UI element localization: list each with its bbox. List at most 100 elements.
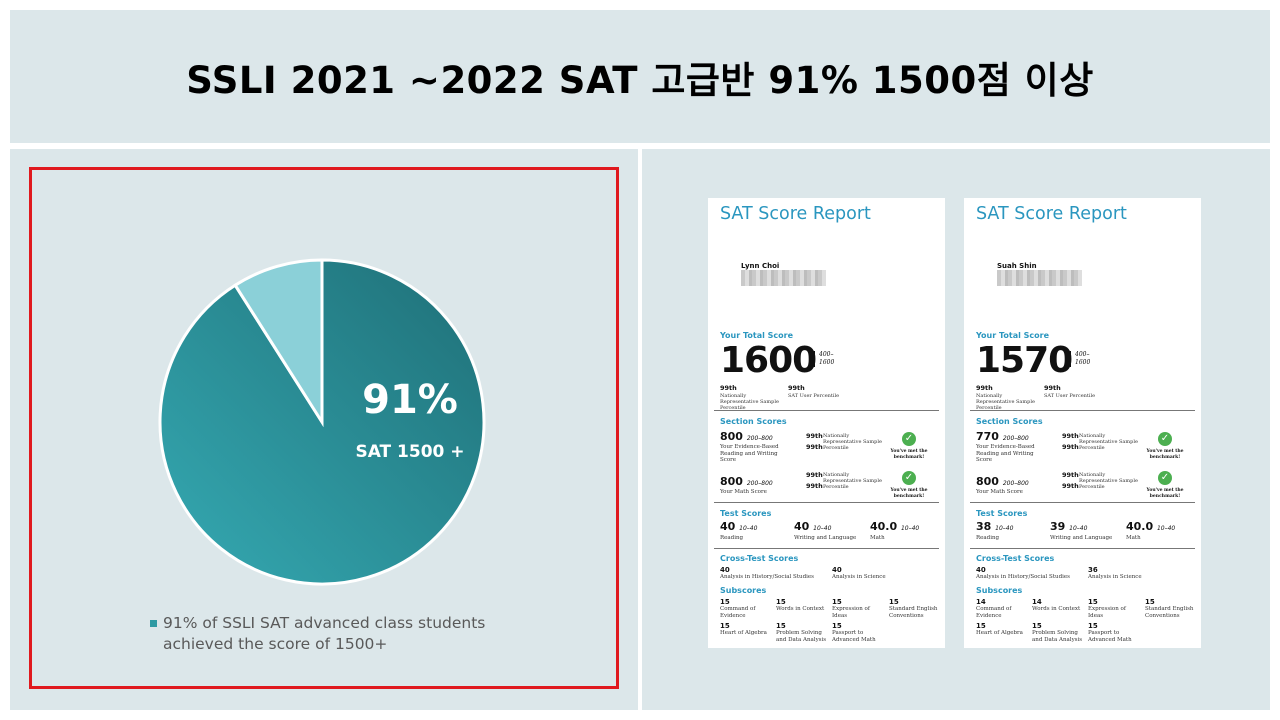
pie-slice-2 [233,258,324,428]
expression-score: 15 [1088,598,1098,606]
history-score: 40 [720,566,730,574]
science-score: 36 [1088,566,1098,574]
history-label: Analysis in History/Social Studies [976,574,1070,580]
total-range: 400– 1600 [1070,351,1090,367]
score-report-1: SAT Score Report Lynn Choi Your Total Sc… [708,198,945,648]
total-score: 1600 [720,340,817,381]
benchmark-text: You've met the benchmark! [1146,449,1184,460]
history-label: Analysis in History/Social Studies [720,574,814,580]
erw-pct-2: 99th [806,443,823,451]
benchmark-check-icon: ✓ [1158,432,1172,446]
nat-percentile-label: Nationally Representative Sample Percent… [720,393,779,411]
benchmark-check-icon: ✓ [902,432,916,446]
cross-test-heading: Cross-Test Scores [976,554,1055,563]
words-score: 14 [1032,598,1042,606]
writing-label: Writing and Language [1050,535,1113,541]
divider [714,548,939,549]
subscores-heading: Subscores [976,586,1023,595]
math-nat-label: Nationally Representative Sample Percent… [823,472,882,490]
math-score: 800 200–800 [720,475,773,488]
section-scores-heading: Section Scores [720,417,787,426]
conventions-score: 15 [1145,598,1155,606]
passport-label: Passport to Advanced Math [1088,630,1132,643]
math-pct-2: 99th [806,482,823,490]
divider [714,410,939,411]
math-pct-1: 99th [806,471,823,479]
erw-pct-2: 99th [1062,443,1079,451]
divider [970,410,1195,411]
pie-data-label-sub: SAT 1500 + [355,442,464,462]
erw-pct-1: 99th [806,432,823,440]
nat-percentile-label: Nationally Representative Sample Percent… [976,393,1035,411]
erw-score: 800 200–800 [720,430,773,443]
total-score: 1570 [976,340,1073,381]
math-pct-1: 99th [1062,471,1079,479]
legend-text: 91% of SSLI SAT advanced class students … [163,613,485,655]
expression-score: 15 [832,598,842,606]
expression-label: Expression of Ideas [832,606,870,619]
reading-score: 40 10–40 [720,520,758,533]
passport-score: 15 [1088,622,1098,630]
redacted-info [741,270,826,286]
conventions-label: Standard English Conventions [1145,606,1194,619]
user-percentile: 99th [788,384,805,392]
subscores-heading: Subscores [720,586,767,595]
legend-line-2: achieved the score of 1500+ [163,635,388,653]
cross-test-heading: Cross-Test Scores [720,554,799,563]
score-report-2: SAT Score Report Suah Shin Your Total Sc… [964,198,1201,648]
science-label: Analysis in Science [832,574,886,580]
problem-label: Problem Solving and Data Analysis [1032,630,1083,643]
benchmark-text: You've met the benchmark! [890,488,928,499]
science-score: 40 [832,566,842,574]
erw-nat-label: Nationally Representative Sample Percent… [823,433,882,451]
legend: 91% of SSLI SAT advanced class students … [150,613,570,655]
passport-label: Passport to Advanced Math [832,630,876,643]
legend-swatch [150,620,157,627]
highlight-frame [29,167,619,689]
benchmark-check-icon: ✓ [1158,471,1172,485]
math-test-score: 40.0 10–40 [1126,520,1176,533]
reading-label: Reading [720,535,744,541]
user-percentile-label: SAT User Percentile [788,393,840,399]
command-label: Command of Evidence [976,606,1012,619]
erw-nat-label: Nationally Representative Sample Percent… [1079,433,1138,451]
benchmark-text: You've met the benchmark! [890,449,928,460]
problem-label: Problem Solving and Data Analysis [776,630,827,643]
section-scores-heading: Section Scores [976,417,1043,426]
expression-label: Expression of Ideas [1088,606,1126,619]
test-scores-heading: Test Scores [976,509,1028,518]
slide-title: SSLI 2021 ~2022 SAT 고급반 91% 1500점 이상 [186,58,1094,102]
history-score: 40 [976,566,986,574]
writing-score: 40 10–40 [794,520,832,533]
problem-score: 15 [776,622,786,630]
total-score-heading: Your Total Score [720,331,793,340]
conventions-label: Standard English Conventions [889,606,938,619]
algebra-label: Heart of Algebra [976,630,1023,636]
words-score: 15 [776,598,786,606]
problem-score: 15 [1032,622,1042,630]
pie-data-label-pct: 91% [362,377,458,423]
writing-label: Writing and Language [794,535,857,541]
science-label: Analysis in Science [1088,574,1142,580]
math-test-score: 40.0 10–40 [870,520,920,533]
words-label: Words in Context [776,606,825,612]
nat-percentile: 99th [720,384,737,392]
report-title: SAT Score Report [976,204,1127,224]
total-range: 400– 1600 [814,351,834,367]
math-test-label: Math [1126,535,1141,541]
benchmark-check-icon: ✓ [902,471,916,485]
user-percentile: 99th [1044,384,1061,392]
erw-label: Your Evidence-Based Reading and Writing … [976,444,1035,463]
algebra-score: 15 [720,622,730,630]
erw-label: Your Evidence-Based Reading and Writing … [720,444,779,463]
report-title: SAT Score Report [720,204,871,224]
divider [714,502,939,503]
title-bar: SSLI 2021 ~2022 SAT 고급반 91% 1500점 이상 [10,10,1270,143]
words-label: Words in Context [1032,606,1081,612]
redacted-info [997,270,1082,286]
pie-chart: 91% SAT 1500 + [158,258,486,586]
test-scores-heading: Test Scores [720,509,772,518]
writing-score: 39 10–40 [1050,520,1088,533]
conventions-score: 15 [889,598,899,606]
command-label: Command of Evidence [720,606,756,619]
